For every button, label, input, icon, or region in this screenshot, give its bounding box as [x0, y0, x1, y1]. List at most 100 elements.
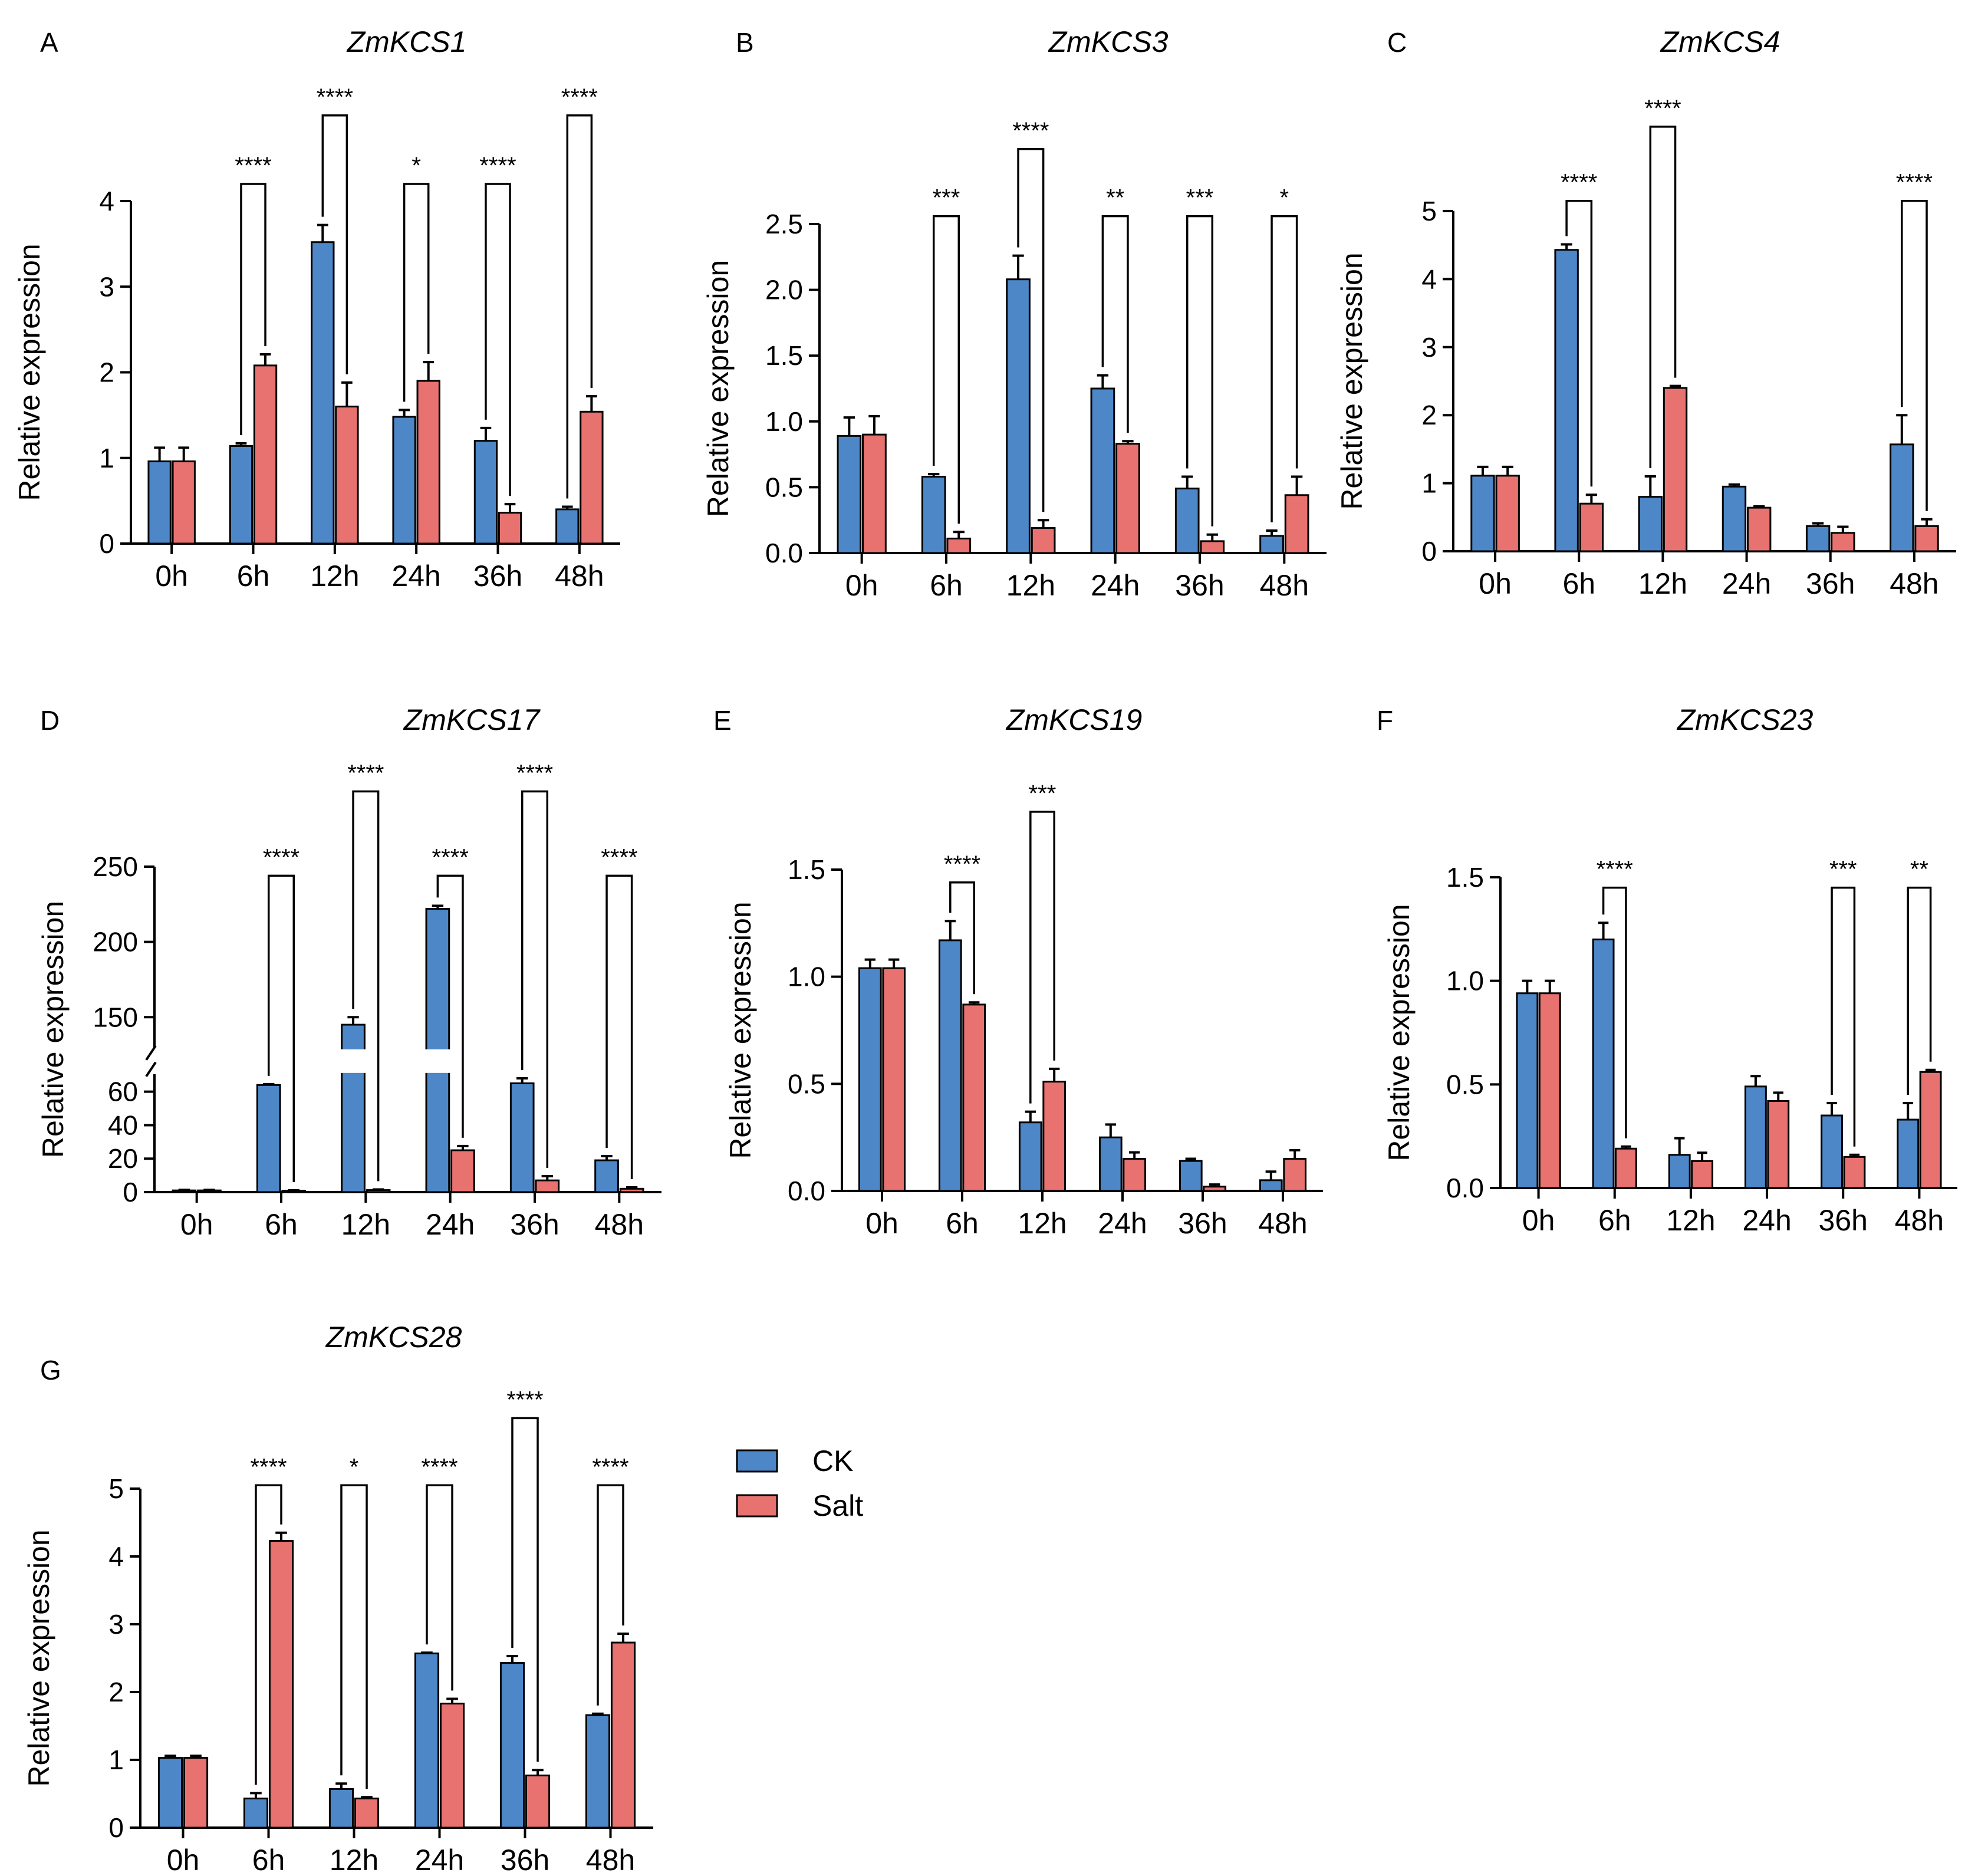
significance-bracket	[321, 114, 348, 374]
panel-c: C ZmKCS4 Relative expression 0 1 2 3 4 5 0h 6h 12h 2…	[1335, 25, 1956, 600]
x-category-label: 6h	[1562, 567, 1595, 600]
bar-salt-36h	[535, 1179, 560, 1193]
bar-salt-24h	[1115, 443, 1140, 554]
significance-label: ****	[1597, 857, 1633, 883]
x-category-label: 0h	[1479, 567, 1512, 600]
significance-bracket	[255, 1484, 282, 1785]
bar-ck-12h	[1018, 1121, 1042, 1192]
x-category-label: 12h	[341, 1208, 390, 1241]
significance-label: ****	[592, 1454, 628, 1480]
bar-ck-36h	[499, 1662, 525, 1829]
significance-bracket	[1271, 215, 1298, 523]
x-category-label: 6h	[252, 1844, 285, 1876]
bar-salt-48h	[1284, 494, 1309, 554]
significance-label: ****	[317, 84, 353, 110]
significance-bracket	[436, 874, 464, 1138]
y-tick-label: 1	[108, 1745, 124, 1775]
bar-salt-48h	[610, 1641, 636, 1829]
y-tick-label: 0.0	[765, 538, 803, 568]
bar-ck-36h	[509, 1082, 535, 1193]
bar-ck-24h	[1744, 1085, 1767, 1189]
bar-salt-12h	[354, 1798, 380, 1829]
x-category-label: 0h	[1522, 1204, 1555, 1237]
bar-ck-48h	[555, 508, 580, 545]
bar-ck-0h	[858, 967, 882, 1192]
bar-salt-48h	[619, 1187, 644, 1193]
significance-label: ****	[347, 760, 384, 786]
y-tick-label: 60	[108, 1077, 138, 1107]
x-category-label: 48h	[595, 1208, 644, 1241]
x-category-label: 24h	[426, 1208, 475, 1241]
panel-title: ZmKCS17	[403, 703, 541, 736]
x-category-label: 12h	[1666, 1204, 1715, 1237]
y-tick-label: 1.0	[1446, 966, 1484, 996]
significance-bracket	[426, 1484, 453, 1691]
bar-ck-6h	[256, 1084, 281, 1193]
bar-ck-12h	[1006, 278, 1031, 554]
y-tick-label: 4	[1421, 264, 1437, 294]
y-tick-label: 1	[99, 443, 114, 473]
bar-salt-0h	[183, 1757, 209, 1829]
significance-bracket	[340, 1484, 368, 1789]
significance-label: **	[1106, 185, 1124, 211]
significance-bracket	[240, 183, 266, 436]
bar-salt-0h	[882, 967, 906, 1192]
y-tick-label: 0.5	[788, 1068, 825, 1099]
y-tick-label: 0	[123, 1177, 138, 1207]
panel-letter: E	[713, 705, 732, 736]
bar-ck-36h	[1174, 488, 1200, 554]
bar-ck-0h	[1470, 475, 1495, 552]
bar-ck-0h	[837, 435, 862, 554]
y-tick-label: 0.0	[1446, 1173, 1484, 1203]
x-category-label: 24h	[1091, 569, 1140, 602]
significance-label: ****	[516, 760, 553, 786]
significance-label: ***	[1029, 781, 1056, 807]
bar-ck-48h	[1259, 1179, 1283, 1192]
x-category-label: 36h	[1178, 1207, 1227, 1240]
x-category-label: 24h	[1742, 1204, 1791, 1237]
significance-bracket	[1901, 199, 1928, 511]
y-tick-label: 0.5	[1446, 1069, 1484, 1100]
significance-bracket	[605, 874, 633, 1180]
y-tick-label: 0	[99, 528, 114, 559]
x-category-label: 36h	[1819, 1204, 1868, 1237]
panel-letter: B	[736, 27, 754, 58]
significance-label: ****	[250, 1454, 287, 1480]
bar-ck-48h	[585, 1714, 611, 1829]
bar-ck-24h	[414, 1652, 440, 1829]
bar-salt-12h	[1042, 1081, 1067, 1192]
significance-label: ****	[561, 84, 598, 110]
y-axis-title: Relative expression	[22, 1529, 55, 1786]
panel-a: A ZmKCS1 Relative expression 0 1 2 3 4 0h 6h 12h 24…	[13, 25, 620, 593]
bar-ck-36h	[1179, 1160, 1203, 1192]
x-category-label: 6h	[946, 1207, 979, 1240]
legend: CK Salt	[736, 1444, 863, 1522]
bar-ck-6h	[938, 939, 962, 1192]
bar-ck-48h	[1897, 1118, 1920, 1189]
bar-salt-0h	[1495, 475, 1520, 552]
y-tick-label: 0	[108, 1812, 124, 1843]
y-tick-label: 0	[1421, 536, 1437, 567]
x-category-label: 24h	[1098, 1207, 1147, 1240]
bar-salt-12h	[1663, 387, 1688, 552]
x-category-label: 48h	[1260, 569, 1309, 602]
y-tick-label: 4	[108, 1541, 124, 1572]
bar-ck-48h	[1259, 535, 1284, 554]
bar-salt-6h	[253, 364, 278, 545]
y-tick-label: 3	[1421, 332, 1437, 363]
significance-label: ***	[933, 185, 960, 211]
significance-label: *	[1280, 185, 1289, 211]
bar-ck-12h	[1668, 1154, 1691, 1189]
y-tick-label: 4	[99, 186, 114, 216]
bar-salt-36h	[498, 512, 522, 545]
y-axis-title: Relative expression	[13, 243, 46, 501]
bar-ck-24h	[1098, 1136, 1123, 1192]
legend-swatch-ck	[736, 1449, 778, 1473]
x-category-label: 6h	[930, 569, 963, 602]
bar-salt-0h	[862, 433, 887, 554]
y-axis-title: Relative expression	[724, 901, 757, 1158]
x-category-label: 12h	[1018, 1207, 1067, 1240]
bar-salt-24h	[1747, 506, 1772, 552]
significance-label: **	[1910, 857, 1928, 883]
bar-ck-12h	[1638, 496, 1663, 552]
